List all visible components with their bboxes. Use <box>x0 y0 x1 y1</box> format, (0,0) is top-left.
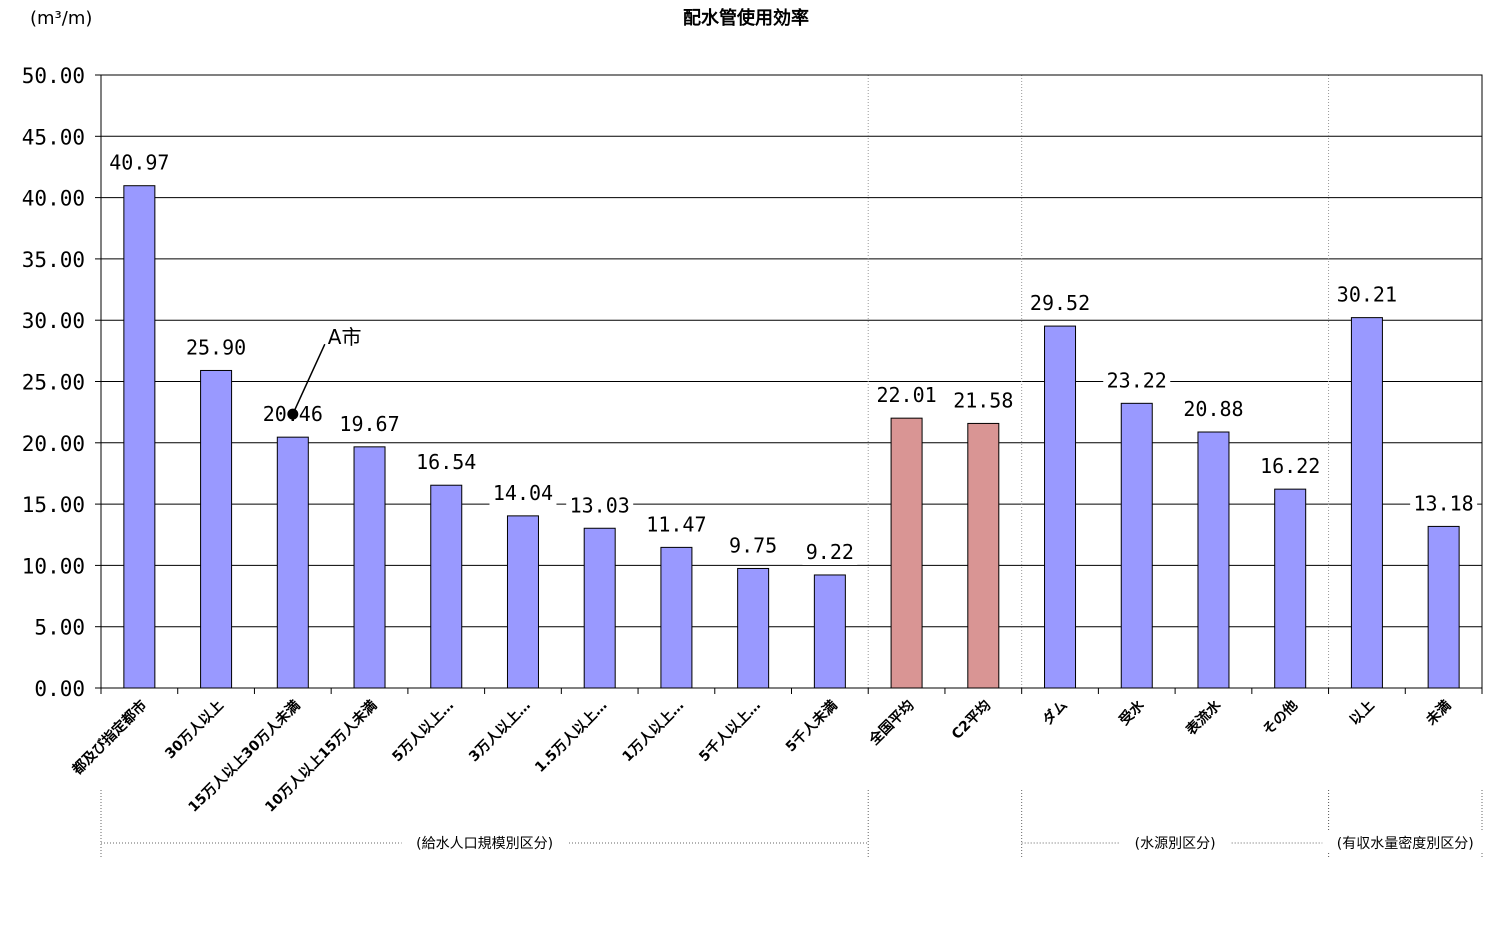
y-axis-ticks: 0.00 5.00 10.00 15.00 20.00 25.00 30.00 35.00 40… <box>22 64 85 701</box>
data-label: 14.04 <box>493 481 553 505</box>
data-label: 20.88 <box>1183 397 1243 421</box>
bar <box>737 567 770 689</box>
data-label-bg <box>873 385 941 409</box>
group-label-bg <box>1322 832 1489 852</box>
chart-title: 配水管使用効率 <box>683 7 809 29</box>
y-tick-label: 5.00 <box>34 616 85 640</box>
data-label: 19.67 <box>339 412 399 436</box>
x-tick-label: 5千人未満 <box>782 697 841 756</box>
data-label: 16.22 <box>1260 454 1320 478</box>
group-separators <box>867 75 1330 688</box>
x-tick-label: 都及び指定都市 <box>68 697 150 779</box>
annotation-label: A市 <box>328 325 362 349</box>
bar <box>890 417 923 689</box>
data-label: 16.54 <box>416 450 476 474</box>
y-tick-label: 10.00 <box>22 554 85 578</box>
data-label-bg <box>949 390 1017 414</box>
x-tick-label: 5千人以上… <box>696 697 764 765</box>
x-tick-label: 3万人以上… <box>465 697 533 765</box>
y-tick-label: 15.00 <box>22 493 85 517</box>
x-tick-label: C2平均 <box>948 697 994 743</box>
data-label: 9.22 <box>806 540 854 564</box>
bar <box>430 484 463 689</box>
x-tick-label: 全国平均 <box>865 697 917 749</box>
data-label-bg <box>336 413 404 437</box>
data-label: 22.01 <box>876 383 936 407</box>
bar <box>200 369 233 689</box>
data-label: 9.75 <box>729 533 777 557</box>
bar <box>353 446 386 689</box>
bar <box>1197 431 1230 689</box>
x-tick-label: 表流水 <box>1182 696 1225 739</box>
x-tick-label: 30万人以上 <box>162 697 227 762</box>
x-tick-label: 1.5万人以上… <box>531 697 610 776</box>
annotation-leader <box>292 343 326 415</box>
bar <box>1120 402 1153 689</box>
x-tick-label: 以上 <box>1347 698 1378 729</box>
group-labels: (給水人口規模別区分) (水源別区分) (有収水量密度別区分) <box>100 790 1489 858</box>
data-label-bg <box>1179 399 1247 423</box>
bar <box>583 527 616 689</box>
bar <box>276 436 309 689</box>
bar <box>813 574 846 689</box>
group-label: (水源別区分) <box>1135 836 1216 852</box>
data-label: 23.22 <box>1107 368 1167 392</box>
data-label-bg <box>802 541 858 565</box>
x-tick-label: 受水 <box>1116 696 1149 729</box>
data-label-bg <box>642 514 710 538</box>
group-label-bg <box>1120 832 1231 852</box>
y-axis-unit: (m³/m) <box>30 8 92 29</box>
data-label-bg <box>725 535 781 559</box>
bar <box>1350 317 1383 689</box>
bars <box>123 185 1460 689</box>
data-label: 25.90 <box>186 335 246 359</box>
data-label: 29.52 <box>1030 291 1090 315</box>
data-labels: 40.9725.9020.4619.6716.5414.0413.0311.47… <box>105 151 1478 565</box>
x-tick-label: 未満 <box>1423 697 1455 729</box>
y-tick-label: 0.00 <box>34 677 85 701</box>
data-label: 13.18 <box>1414 491 1474 515</box>
data-label-bg <box>182 337 250 361</box>
x-tick-label: その他 <box>1259 697 1301 739</box>
bar <box>506 515 539 689</box>
bar <box>1044 325 1077 689</box>
data-label: 40.97 <box>109 151 169 175</box>
x-tick-label: ダム <box>1039 697 1071 729</box>
data-label: 21.58 <box>953 388 1013 412</box>
data-label-bg <box>412 452 480 476</box>
y-tick-label: 50.00 <box>22 64 85 88</box>
y-tick-label: 40.00 <box>22 187 85 211</box>
data-label-bg <box>105 152 173 176</box>
x-tick-label: 1万人以上… <box>619 697 687 765</box>
data-label-bg <box>1103 370 1171 394</box>
bar <box>660 546 693 689</box>
data-label-bg <box>1333 284 1401 308</box>
y-tick-label: 35.00 <box>22 248 85 272</box>
data-label-bg <box>1026 293 1094 317</box>
data-label-bg <box>1256 456 1324 480</box>
y-tick-label: 30.00 <box>22 309 85 333</box>
y-tick-label: 20.00 <box>22 432 85 456</box>
data-label: 13.03 <box>570 493 630 517</box>
data-label: 11.47 <box>646 512 706 536</box>
data-label-bg <box>489 482 557 506</box>
data-label-bg <box>1410 493 1478 517</box>
y-tick-label: 45.00 <box>22 125 85 149</box>
bar <box>123 185 156 689</box>
data-label-bg <box>566 495 634 519</box>
group-label-bg <box>401 832 568 852</box>
y-tick-label: 25.00 <box>22 371 85 395</box>
x-tick-label: 5万人以上… <box>389 697 457 765</box>
bar <box>1274 488 1307 689</box>
group-label: (有収水量密度別区分) <box>1337 835 1474 852</box>
plot-frame <box>100 74 1483 689</box>
annotations: A市 <box>287 325 361 420</box>
bar <box>1427 525 1460 689</box>
group-label: (給水人口規模別区分) <box>416 836 553 852</box>
bar <box>967 422 1000 689</box>
data-label: 30.21 <box>1337 283 1397 307</box>
